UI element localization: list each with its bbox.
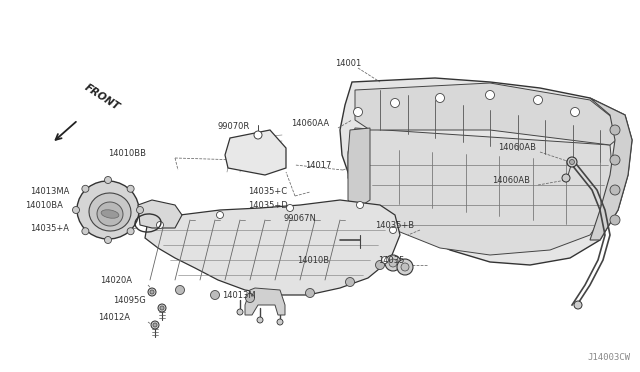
- Circle shape: [127, 185, 134, 192]
- Circle shape: [257, 317, 263, 323]
- Text: 14020A: 14020A: [100, 276, 132, 285]
- Text: J14003CW: J14003CW: [587, 353, 630, 362]
- Polygon shape: [138, 200, 182, 228]
- Polygon shape: [348, 128, 370, 210]
- Text: 14035+A: 14035+A: [30, 224, 69, 233]
- Circle shape: [353, 108, 362, 116]
- Circle shape: [486, 90, 495, 99]
- Text: 14060AA: 14060AA: [291, 119, 329, 128]
- Polygon shape: [225, 130, 286, 175]
- Text: 14010BB: 14010BB: [108, 149, 146, 158]
- Ellipse shape: [77, 181, 139, 239]
- Circle shape: [153, 323, 157, 327]
- Circle shape: [389, 259, 397, 267]
- Circle shape: [150, 290, 154, 294]
- Ellipse shape: [89, 193, 131, 231]
- Text: 14095G: 14095G: [113, 296, 146, 305]
- Text: 14012A: 14012A: [98, 313, 130, 322]
- Circle shape: [246, 294, 255, 302]
- Polygon shape: [355, 83, 628, 145]
- Circle shape: [381, 257, 388, 263]
- Circle shape: [254, 131, 262, 139]
- Circle shape: [390, 99, 399, 108]
- Ellipse shape: [101, 210, 119, 218]
- Circle shape: [346, 278, 355, 286]
- Circle shape: [610, 185, 620, 195]
- Circle shape: [287, 205, 294, 212]
- Circle shape: [610, 125, 620, 135]
- Circle shape: [570, 160, 575, 164]
- Circle shape: [376, 260, 385, 269]
- Circle shape: [401, 263, 409, 271]
- Circle shape: [610, 215, 620, 225]
- Circle shape: [277, 319, 283, 325]
- Circle shape: [72, 206, 79, 214]
- Text: FRONT: FRONT: [83, 82, 122, 112]
- Circle shape: [305, 289, 314, 298]
- Text: 99070R: 99070R: [218, 122, 250, 131]
- Text: 14010B: 14010B: [297, 256, 329, 265]
- Text: 14035: 14035: [378, 256, 404, 265]
- Circle shape: [397, 259, 413, 275]
- Circle shape: [175, 285, 184, 295]
- Circle shape: [610, 155, 620, 165]
- Text: 14035+D: 14035+D: [248, 201, 288, 210]
- Circle shape: [385, 255, 401, 271]
- Polygon shape: [590, 98, 632, 240]
- Circle shape: [158, 304, 166, 312]
- Circle shape: [534, 96, 543, 105]
- Circle shape: [148, 288, 156, 296]
- Text: 14013MA: 14013MA: [30, 187, 69, 196]
- Text: 14013M: 14013M: [222, 291, 255, 300]
- Circle shape: [151, 321, 159, 329]
- Text: 14035+B: 14035+B: [375, 221, 414, 230]
- Text: 14060AB: 14060AB: [492, 176, 530, 185]
- Circle shape: [104, 176, 111, 183]
- Text: 14001: 14001: [335, 59, 361, 68]
- Circle shape: [567, 157, 577, 167]
- Circle shape: [574, 301, 582, 309]
- Circle shape: [237, 309, 243, 315]
- Text: 99067N: 99067N: [284, 214, 317, 223]
- Circle shape: [390, 227, 397, 234]
- Circle shape: [435, 93, 445, 103]
- Text: 14035+C: 14035+C: [248, 187, 287, 196]
- Circle shape: [356, 202, 364, 208]
- Polygon shape: [348, 128, 615, 255]
- Circle shape: [82, 185, 89, 192]
- Polygon shape: [245, 288, 285, 315]
- Circle shape: [82, 228, 89, 235]
- Text: 14010BA: 14010BA: [25, 201, 63, 210]
- Polygon shape: [145, 200, 400, 295]
- Ellipse shape: [97, 202, 123, 226]
- Circle shape: [136, 206, 143, 214]
- Circle shape: [160, 306, 164, 310]
- Circle shape: [127, 228, 134, 235]
- Text: 14017: 14017: [305, 161, 332, 170]
- Circle shape: [216, 212, 223, 218]
- Circle shape: [104, 237, 111, 244]
- Circle shape: [562, 174, 570, 182]
- Polygon shape: [340, 78, 632, 265]
- Text: 14060AB: 14060AB: [498, 143, 536, 152]
- Circle shape: [211, 291, 220, 299]
- Circle shape: [570, 108, 579, 116]
- Circle shape: [157, 221, 163, 228]
